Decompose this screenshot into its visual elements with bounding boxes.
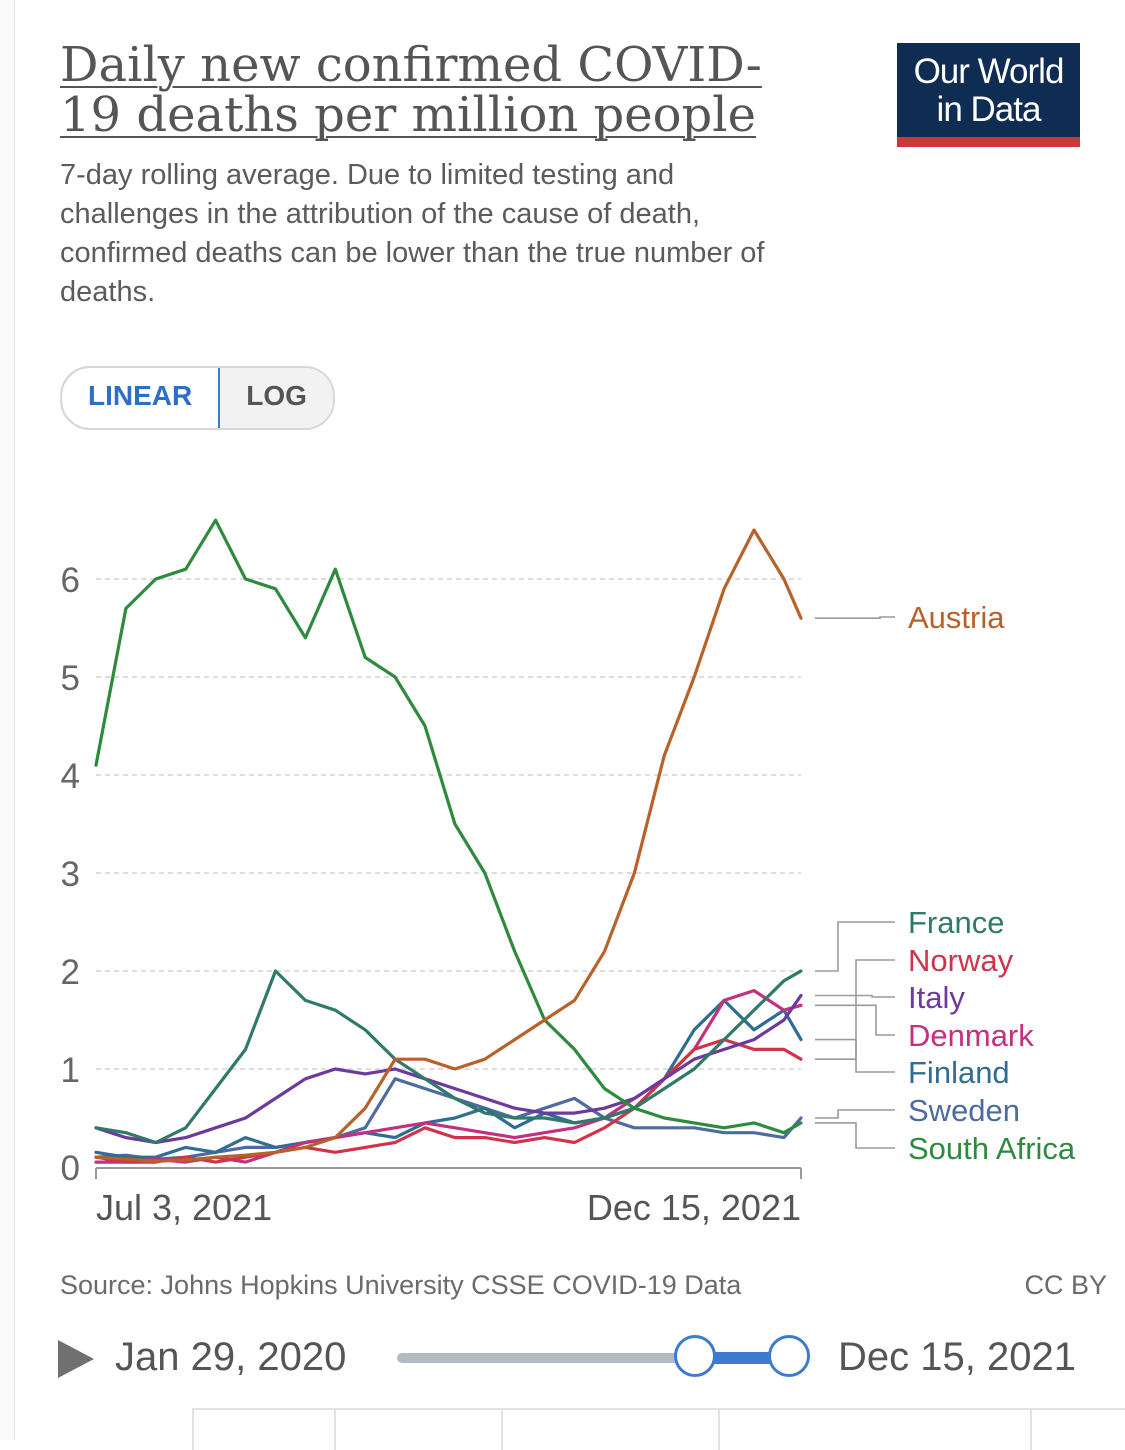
y-tick-label: 2 [61,953,80,992]
linear-scale-button[interactable]: LINEAR [61,368,221,428]
timeline-start-date: Jan 29, 2020 [115,1335,347,1379]
series-label-denmark: Denmark [908,1018,1034,1053]
series-line-south-africa [94,518,803,1135]
play-icon[interactable] [58,1340,94,1378]
series-label-south-africa: South Africa [908,1131,1076,1166]
left-page-border [0,0,15,1440]
y-tick-label: 3 [61,855,80,894]
log-scale-button[interactable]: LOG [220,368,333,428]
series-label-sweden: Sweden [908,1093,1020,1128]
line-chart: 0 1 2 3 4 5 6 Jul 3, 2021 Dec 15, 2021 Austria Fr… [61,518,1076,1228]
y-tick-label: 0 [61,1149,80,1188]
logo-line-1: Our World [913,52,1065,91]
x-tick-label: Dec 15, 2021 [587,1187,801,1228]
license-link[interactable]: CC BY [1024,1270,1107,1300]
logo-line-2: in Data [936,90,1042,129]
chart-title[interactable]: Daily new confirmed COVID-19 deaths per … [60,37,762,143]
timeline-selected-range [696,1352,790,1364]
series-label-austria: Austria [908,600,1005,635]
series-line-norway [94,1037,803,1164]
table-tab[interactable] [720,1410,1032,1450]
table-tab[interactable] [503,1410,720,1450]
timeline-end-handle[interactable] [768,1335,810,1377]
series-label-norway: Norway [908,943,1014,978]
label-leader-line [815,959,895,1060]
label-leader-line [815,1122,895,1149]
table-tab[interactable] [336,1410,503,1450]
y-tick-label: 4 [61,757,80,796]
label-leader-line [815,1109,895,1119]
series-label-finland: Finland [908,1055,1010,1090]
y-tick-label: 1 [61,1051,80,1090]
series-label-italy: Italy [908,980,965,1015]
y-tick-label: 5 [61,659,80,698]
label-leader-line [815,921,895,972]
source-note[interactable]: Source: Johns Hopkins University CSSE CO… [60,1270,742,1300]
scale-toggle: LINEAR LOG [60,366,335,430]
label-leader-line [815,616,895,619]
series-label-france: France [908,905,1004,940]
y-tick-label: 6 [61,561,80,600]
series-line-finland [94,998,803,1159]
label-leader-line [815,1038,895,1073]
chart-subtitle: 7-day rolling average. Due to limited te… [60,159,765,308]
series-line-italy [94,993,803,1145]
series-line-austria [94,528,803,1163]
x-tick-label: Jul 3, 2021 [96,1187,272,1228]
owid-logo[interactable]: Our World in Data [897,43,1080,147]
timeline-track[interactable] [397,1353,795,1363]
table-tab[interactable] [194,1410,336,1450]
timeline-start-handle[interactable] [674,1335,716,1377]
timeline-end-date: Dec 15, 2021 [838,1335,1076,1379]
series-line-france [94,969,803,1145]
label-leader-line [815,994,895,998]
label-leader-line [815,1004,895,1036]
data-table-tabs [192,1408,1125,1450]
